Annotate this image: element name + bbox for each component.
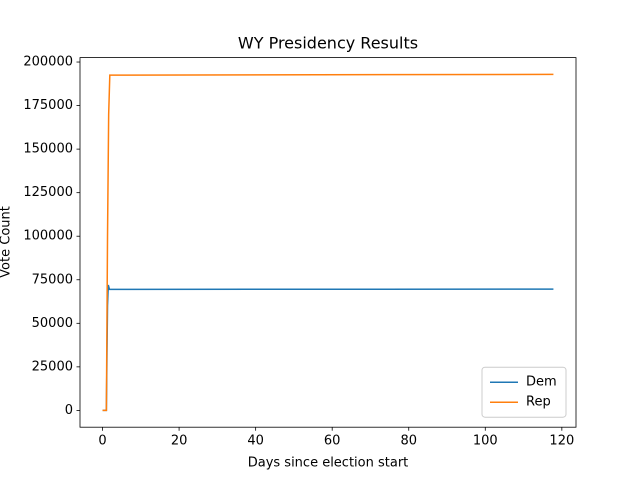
legend-box [481,366,567,418]
x-tick-label: 100 [473,434,498,449]
x-tick-label: 60 [324,434,341,449]
x-tick-label: 120 [549,434,574,449]
x-tick-label: 20 [171,434,188,449]
y-tick-label: 200000 [23,55,73,70]
x-axis-label: Days since election start [248,456,409,471]
y-axis-label: Vote Count [0,206,14,278]
x-tick-label: 40 [247,434,264,449]
y-tick-label: 50000 [32,316,73,331]
x-tick-label: 80 [400,434,417,449]
y-tick-label: 75000 [32,272,73,287]
y-tick-label: 25000 [32,359,73,374]
x-tick-label: 0 [98,434,106,449]
y-tick-label: 175000 [23,98,73,113]
y-tick-label: 125000 [23,185,73,200]
y-tick-label: 150000 [23,142,73,157]
y-tick-label: 100000 [23,229,73,244]
chart-title: WY Presidency Results [238,34,418,53]
legend-label: Dem [526,375,557,390]
legend-label: Rep [526,395,551,410]
axes-frame [79,57,577,428]
y-tick-label: 0 [65,403,73,418]
plot-area: 0 20 40 60 80 100 120 0 25000 50000 75000 100000 125… [23,55,574,449]
data-line [102,73,554,412]
